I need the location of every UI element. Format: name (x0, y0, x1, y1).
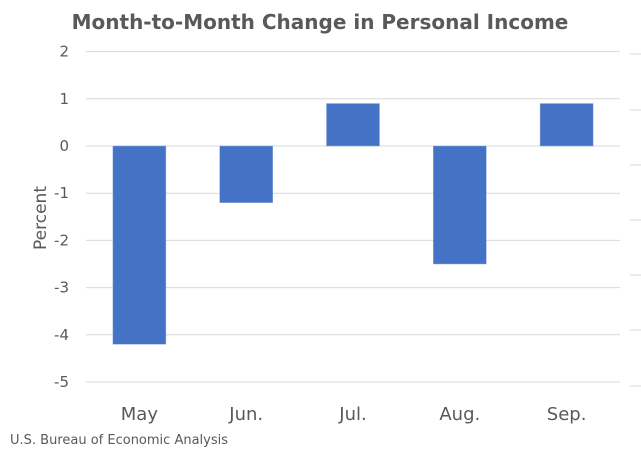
x-category-label: May (121, 404, 159, 425)
y-axis-ticks: 2 1 0 -1 -2 -3 -4 -5 (54, 43, 69, 391)
source-note: U.S. Bureau of Economic Analysis (10, 433, 228, 448)
y-tick-label: -1 (54, 184, 69, 202)
y-tick-label: -4 (54, 326, 69, 344)
x-category-label: Jun. (228, 404, 263, 425)
y-tick-label: -2 (54, 231, 69, 249)
y-axis-label: Percent (31, 186, 51, 250)
bar-aug (433, 145, 487, 265)
y-tick-label: 2 (59, 43, 69, 61)
bar-jun (219, 145, 273, 203)
bar-jul (326, 103, 380, 147)
stray-tick-marks (630, 53, 641, 387)
chart-title: Month-to-Month Change in Personal Income (72, 10, 569, 34)
bar-may (112, 145, 167, 345)
bars (112, 103, 594, 345)
x-category-label: Aug. (439, 404, 480, 425)
x-category-label: Sep. (547, 404, 587, 425)
y-tick-label: -5 (54, 373, 69, 391)
x-axis-categories: May Jun. Jul. Aug. Sep. (121, 404, 587, 425)
y-tick-label: 1 (59, 90, 69, 108)
x-category-label: Jul. (338, 404, 366, 425)
y-tick-label: 0 (59, 137, 69, 155)
y-tick-label: -3 (54, 279, 69, 297)
bar-sep (539, 103, 594, 147)
